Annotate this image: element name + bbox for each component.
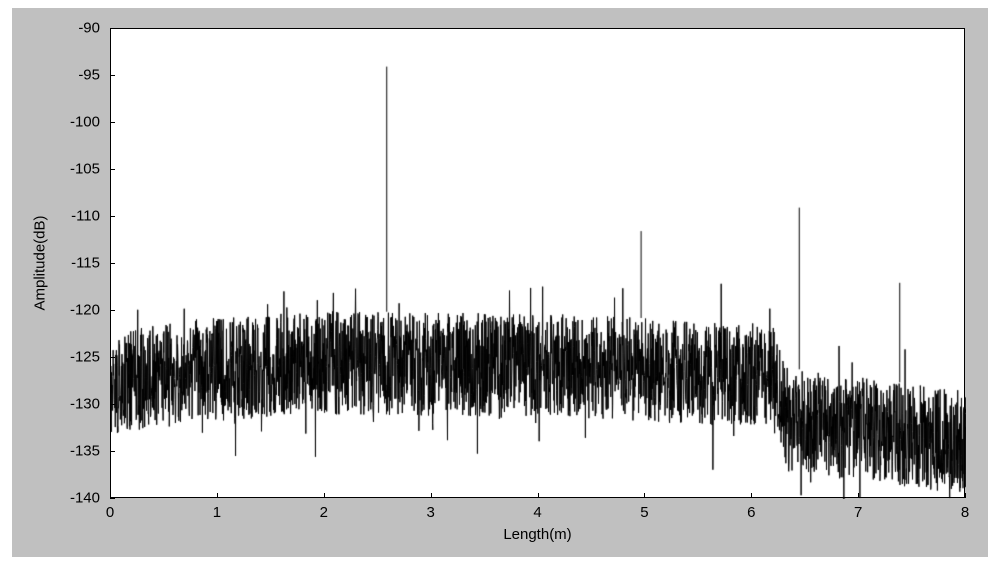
y-tick-mark: [110, 357, 115, 358]
y-tick-label: -105: [60, 161, 100, 178]
y-tick-label: -90: [60, 20, 100, 37]
x-tick-mark: [431, 493, 432, 498]
x-tick-label: 5: [640, 504, 648, 521]
x-tick-label: 0: [106, 504, 114, 521]
y-tick-mark: [110, 169, 115, 170]
x-axis-label: Length(m): [503, 526, 571, 543]
x-tick-mark: [324, 493, 325, 498]
y-tick-mark: [110, 310, 115, 311]
x-tick-mark: [751, 493, 752, 498]
x-tick-label: 2: [320, 504, 328, 521]
y-tick-label: -120: [60, 302, 100, 319]
x-tick-label: 3: [426, 504, 434, 521]
y-tick-mark: [110, 263, 115, 264]
x-tick-label: 7: [854, 504, 862, 521]
y-tick-label: -95: [60, 67, 100, 84]
x-tick-mark: [965, 493, 966, 498]
x-tick-mark: [217, 493, 218, 498]
y-tick-label: -140: [60, 490, 100, 507]
y-tick-label: -130: [60, 396, 100, 413]
chart-axes: [110, 28, 965, 498]
y-tick-mark: [110, 451, 115, 452]
x-tick-label: 4: [533, 504, 541, 521]
y-tick-mark: [110, 498, 115, 499]
signal-trace-canvas: [111, 29, 966, 499]
y-tick-mark: [110, 28, 115, 29]
x-tick-mark: [858, 493, 859, 498]
x-tick-mark: [644, 493, 645, 498]
y-tick-label: -100: [60, 114, 100, 131]
y-tick-mark: [110, 404, 115, 405]
y-tick-mark: [110, 75, 115, 76]
x-tick-label: 6: [747, 504, 755, 521]
y-tick-label: -115: [60, 255, 100, 272]
y-tick-mark: [110, 216, 115, 217]
x-tick-label: 1: [213, 504, 221, 521]
y-tick-mark: [110, 122, 115, 123]
y-tick-label: -110: [60, 208, 100, 225]
x-tick-label: 8: [961, 504, 969, 521]
y-tick-label: -125: [60, 349, 100, 366]
x-tick-mark: [538, 493, 539, 498]
y-tick-label: -135: [60, 443, 100, 460]
y-axis-label: Amplitude(dB): [32, 215, 49, 310]
